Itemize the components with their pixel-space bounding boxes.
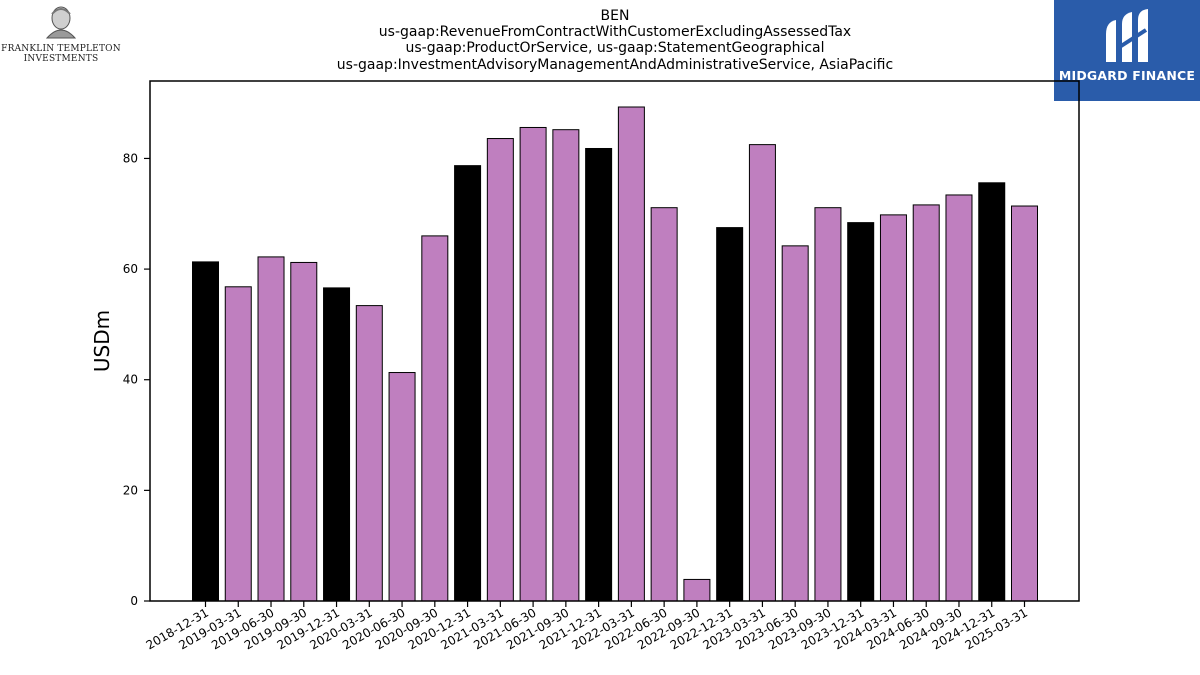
bar-2019-12-31 bbox=[323, 287, 351, 602]
midgard-mark-icon bbox=[1106, 9, 1148, 62]
bar-2024-06-30 bbox=[912, 204, 940, 602]
bar-2023-09-30 bbox=[814, 207, 842, 602]
bar-2024-09-30 bbox=[945, 194, 973, 602]
bar-2021-03-31 bbox=[486, 138, 514, 602]
chart-title-line-3: us-gaap:ProductOrService, us-gaap:Statem… bbox=[405, 40, 824, 56]
y-tick-label: 0 bbox=[130, 594, 138, 608]
bar-2021-12-31 bbox=[585, 147, 613, 602]
franklin-wordmark-line1: FRANKLIN TEMPLETON bbox=[1, 44, 121, 54]
chart-title: BEN us-gaap:RevenueFromContractWithCusto… bbox=[337, 8, 893, 73]
midgard-wordmark: MIDGARD FINANCE bbox=[1058, 68, 1196, 83]
bar-2023-12-31 bbox=[847, 222, 875, 602]
bar-2020-09-30 bbox=[421, 235, 449, 602]
bar-2023-03-31 bbox=[748, 144, 776, 602]
bar-2022-06-30 bbox=[650, 207, 678, 602]
bar-2020-06-30 bbox=[388, 372, 416, 602]
chart-title-line-4: us-gaap:InvestmentAdvisoryManagementAndA… bbox=[337, 57, 893, 73]
bar-2018-12-31 bbox=[192, 261, 219, 602]
bar-series bbox=[192, 106, 1038, 602]
midgard-finance-logo: MIDGARD FINANCE bbox=[1054, 0, 1200, 101]
y-axis: 0 20 40 60 80 bbox=[123, 151, 150, 608]
bar-2022-12-31 bbox=[716, 227, 744, 602]
chart-title-line-2: us-gaap:RevenueFromContractWithCustomerE… bbox=[379, 24, 851, 40]
bar-2020-12-31 bbox=[454, 165, 482, 602]
franklin-portrait-icon bbox=[45, 6, 77, 39]
bar-2022-03-31 bbox=[617, 106, 645, 602]
bar-2021-09-30 bbox=[552, 129, 580, 602]
bar-2021-06-30 bbox=[519, 126, 547, 602]
bar-2019-06-30 bbox=[257, 256, 285, 602]
y-tick-label: 60 bbox=[123, 262, 138, 276]
x-axis: 2018-12-312019-03-312019-06-302019-09-30… bbox=[144, 601, 1030, 652]
chart-title-line-1: BEN bbox=[601, 8, 630, 24]
bar-2023-06-30 bbox=[781, 245, 809, 602]
bar-2022-09-30 bbox=[683, 578, 711, 602]
franklin-wordmark-line2: INVESTMENTS bbox=[23, 54, 99, 64]
bar-2019-03-31 bbox=[224, 286, 252, 602]
plot-area-frame bbox=[149, 80, 1080, 602]
y-axis-label: USDm bbox=[90, 310, 114, 372]
y-tick-label: 40 bbox=[123, 373, 138, 387]
bar-2020-03-31 bbox=[355, 305, 383, 602]
bar-2024-03-31 bbox=[879, 214, 907, 602]
y-tick-label: 20 bbox=[123, 483, 138, 497]
bar-2019-09-30 bbox=[290, 261, 318, 602]
y-tick-label: 80 bbox=[123, 151, 138, 165]
bar-2025-03-31 bbox=[1011, 205, 1038, 602]
bar-2024-12-31 bbox=[978, 182, 1006, 602]
franklin-templeton-logo: FRANKLIN TEMPLETON INVESTMENTS bbox=[0, 4, 122, 64]
